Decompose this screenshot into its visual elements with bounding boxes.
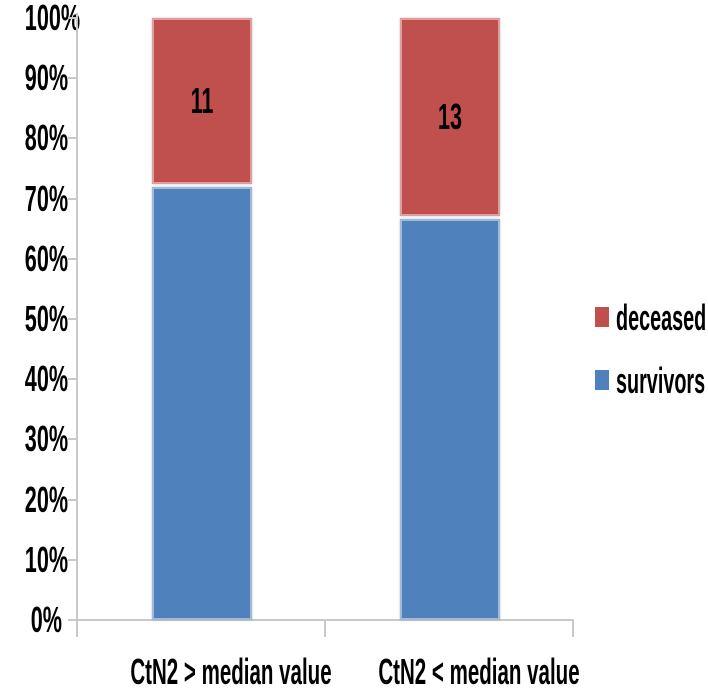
y-axis-tick [68,318,77,320]
bar-ctn2-lt-median: 13 [400,18,500,620]
x-axis-tick [324,619,326,637]
y-axis-label: 60% [24,238,69,279]
category-label-ctn2-gt-median: CtN2 > median value [130,651,332,692]
y-axis-tick [68,619,77,621]
y-axis-label: 0% [30,599,62,640]
y-axis-label: 10% [24,539,69,580]
y-axis-tick [68,378,77,380]
y-axis-label: 20% [24,479,69,520]
x-axis-tick [572,619,574,637]
bar2-survivors-segment[interactable] [400,219,500,620]
bar1-survivors-segment[interactable] [152,187,252,620]
y-axis-line [76,13,78,637]
y-axis-tick [68,499,77,501]
y-axis-tick [68,198,77,200]
survivors-legend-swatch-icon[interactable] [595,370,609,390]
y-axis-label: 70% [24,178,69,219]
y-axis-tick [68,258,77,260]
y-axis-label: 90% [24,57,69,98]
category-label-ctn2-lt-median: CtN2 < median value [378,651,580,692]
bar-value-label: 11 [190,80,214,121]
y-axis-tick [68,137,77,139]
y-axis-label: 50% [24,298,69,339]
deceased-legend-label[interactable]: deceased [616,297,707,338]
y-axis-label: 100% [24,0,81,38]
y-axis-tick [68,17,77,19]
bar2-deceased-segment[interactable]: 13 [400,18,500,216]
y-axis-tick [68,559,77,561]
bar-ctn2-gt-median: 11 [152,18,252,620]
survivors-legend-label[interactable]: survivors [616,360,706,401]
deceased-legend-swatch-icon[interactable] [595,307,609,327]
bar-value-label: 13 [437,96,463,137]
y-axis-tick [68,77,77,79]
y-axis-label: 30% [24,418,69,459]
y-axis-label: 40% [24,358,69,399]
y-axis-tick [68,438,77,440]
bar1-deceased-segment[interactable]: 11 [152,18,252,184]
y-axis-label: 80% [24,117,69,158]
